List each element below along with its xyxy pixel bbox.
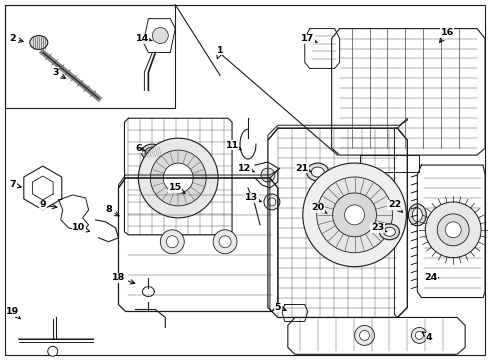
Text: 3: 3 [52,68,65,78]
Ellipse shape [142,144,163,160]
Polygon shape [144,19,175,53]
Circle shape [213,230,237,254]
Polygon shape [282,305,308,321]
Text: 12: 12 [238,163,255,172]
Circle shape [264,194,280,210]
Polygon shape [24,166,62,210]
Circle shape [445,222,461,238]
Text: 1: 1 [217,46,223,59]
Circle shape [425,202,481,258]
Circle shape [48,346,58,356]
Text: 11: 11 [225,141,242,150]
Text: 17: 17 [301,34,318,43]
Circle shape [333,193,376,237]
Polygon shape [124,118,232,235]
Ellipse shape [30,36,48,50]
Circle shape [416,332,423,339]
Polygon shape [305,28,340,68]
Text: 20: 20 [311,203,327,213]
Text: 16: 16 [440,28,454,42]
Circle shape [355,325,374,345]
Ellipse shape [311,167,324,177]
Circle shape [152,28,168,44]
Circle shape [138,138,218,218]
Text: 7: 7 [10,180,21,189]
Polygon shape [394,128,407,318]
Circle shape [412,328,427,343]
Circle shape [163,163,193,193]
Polygon shape [417,165,485,298]
Text: 24: 24 [425,273,439,282]
Ellipse shape [384,227,395,236]
Text: 8: 8 [105,206,119,216]
Circle shape [150,150,206,206]
Circle shape [268,198,276,206]
Circle shape [166,236,178,248]
Circle shape [303,163,406,267]
Polygon shape [270,178,278,311]
Polygon shape [59,195,89,232]
Text: 13: 13 [245,193,262,202]
Circle shape [317,177,392,253]
Text: 5: 5 [274,303,286,312]
Text: 14: 14 [136,34,152,43]
Ellipse shape [408,204,426,226]
Text: 9: 9 [40,201,57,210]
Text: 15: 15 [169,184,185,193]
Circle shape [360,330,369,340]
Text: 2: 2 [10,34,23,43]
Circle shape [344,205,365,225]
Text: 19: 19 [6,307,20,319]
Text: 6: 6 [135,144,145,153]
Polygon shape [268,118,407,140]
Circle shape [219,236,231,248]
Polygon shape [119,178,278,311]
Text: 10: 10 [72,223,90,232]
Ellipse shape [379,224,399,240]
Ellipse shape [413,208,422,222]
Circle shape [261,168,275,182]
Circle shape [160,230,184,254]
Text: 23: 23 [371,223,387,232]
Polygon shape [332,28,485,155]
Circle shape [437,214,469,246]
Ellipse shape [146,147,159,157]
Polygon shape [288,318,465,354]
Text: 4: 4 [422,332,433,342]
Text: 22: 22 [388,201,403,212]
Text: 21: 21 [295,163,312,172]
Polygon shape [32,176,53,200]
Ellipse shape [307,163,329,181]
Polygon shape [119,168,280,188]
Polygon shape [360,155,419,172]
Text: 18: 18 [112,273,135,284]
Polygon shape [268,128,407,318]
